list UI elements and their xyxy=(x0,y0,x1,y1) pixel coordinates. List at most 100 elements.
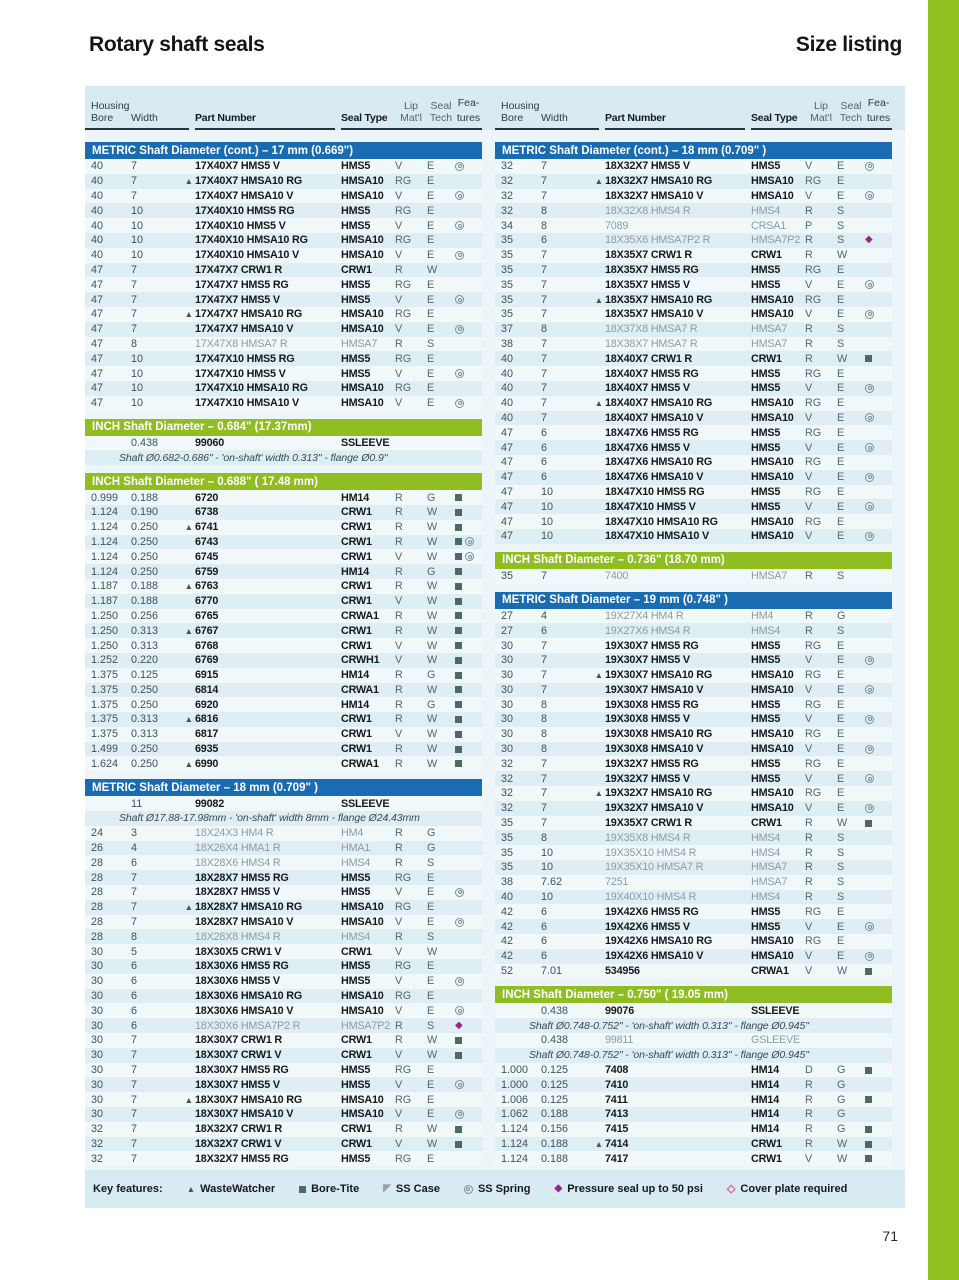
seal-type: HMS5 xyxy=(341,975,371,988)
seal-tech: W xyxy=(837,965,848,978)
marker-cell: ▲ xyxy=(179,901,195,913)
seal-tech: W xyxy=(427,580,438,593)
features-cell xyxy=(455,760,482,768)
ss-spring-icon xyxy=(455,250,464,260)
ss-spring-icon xyxy=(865,685,874,695)
ss-spring-icon xyxy=(465,552,474,562)
header-cell: Width xyxy=(541,86,589,130)
ss-spring-icon xyxy=(455,161,464,171)
part-number: 19X42X6 HMSA10 RG xyxy=(605,935,713,948)
wastewatcher-icon: ▲ xyxy=(184,522,193,533)
part-number: 19X27X4 HM4 R xyxy=(605,609,684,622)
seal-tech: E xyxy=(427,1108,435,1121)
width-cell: 6 xyxy=(131,990,138,1003)
header-label: Lip xyxy=(403,100,418,112)
seal-tech: S xyxy=(837,204,845,217)
features-cell xyxy=(455,250,482,260)
lip-material: R xyxy=(805,609,813,622)
seal-tech: W xyxy=(837,1152,848,1165)
bore-tite-icon xyxy=(455,538,462,546)
width-cell: 7 xyxy=(541,817,548,830)
lip-material: V xyxy=(395,189,403,202)
table-row: 28 7 18X28X7 HMSA10 V HMSA10 V E xyxy=(85,914,482,930)
bore-cell: 1.375 xyxy=(91,669,119,682)
seal-tech: E xyxy=(427,975,435,988)
lip-material: R xyxy=(395,535,403,548)
width-cell: 0.438 xyxy=(541,1004,569,1017)
seal-tech: W xyxy=(427,624,438,637)
lip-material: V xyxy=(395,219,403,232)
seal-tech: E xyxy=(837,950,845,963)
width-cell: 7 xyxy=(131,160,138,173)
features-cell xyxy=(455,917,482,927)
table-row: 30 8 19X30X8 HMS5 V HMS5 V E xyxy=(495,712,892,727)
header-rule xyxy=(85,128,482,130)
seal-tech: E xyxy=(837,160,845,173)
bore-cell: 30 xyxy=(91,1064,104,1077)
marker-cell: ▲ xyxy=(589,1138,605,1150)
seal-tech: S xyxy=(837,861,845,874)
part-number: 18X30X7 CRW1 V xyxy=(195,1049,282,1062)
lip-material: V xyxy=(805,308,813,321)
seal-type: HMSA10 xyxy=(341,1093,384,1106)
page-title: Rotary shaft seals xyxy=(89,33,265,56)
part-number: 18X30X6 HMSA7P2 R xyxy=(195,1019,301,1032)
seal-type: CRW1 xyxy=(751,1138,782,1150)
table-row: 47 7 17X47X7 CRW1 R CRW1 R W xyxy=(85,262,482,278)
sleeve-row: 0.438 99811 GSLEEVE xyxy=(495,1033,892,1048)
part-number: 19X42X6 HMS5 RG xyxy=(605,905,699,918)
lip-material: R xyxy=(395,842,403,855)
seal-type: HMS5 xyxy=(751,639,781,652)
part-number: 19X35X10 HMSA7 R xyxy=(605,861,704,874)
seal-type: HMSA10 xyxy=(751,669,794,682)
table-row: 30 8 19X30X8 HMSA10 V HMSA10 V E xyxy=(495,741,892,757)
bore-cell: 35 xyxy=(501,249,514,262)
seal-type: GSLEEVE xyxy=(751,1034,801,1047)
bore-cell: 1.375 xyxy=(91,728,119,741)
table-row: 35 7 18X35X7 HMS5 RG HMS5 RG E xyxy=(495,262,892,278)
width-cell: 0.125 xyxy=(541,1093,569,1106)
width-cell: 7 xyxy=(541,263,548,276)
part-number: 18X32X7 HMS5 RG xyxy=(195,1152,289,1165)
header-label xyxy=(179,112,193,124)
seal-type: HMSA10 xyxy=(341,916,384,929)
table-row: 1.375 0.250 6920 HM14 R G xyxy=(85,697,482,713)
seal-tech: W xyxy=(427,654,438,667)
features-cell xyxy=(455,627,482,635)
bore-cell: 42 xyxy=(501,935,514,948)
legend-item-ss-spring: SS Spring xyxy=(463,1183,531,1195)
marker-cell: ▲ xyxy=(179,1094,195,1106)
features-cell xyxy=(865,774,892,784)
sleeve-row: 0.438 99076 SSLEEVE xyxy=(495,1003,892,1019)
width-cell: 8 xyxy=(541,713,548,726)
seal-tech: W xyxy=(427,713,438,726)
ss-spring-icon xyxy=(865,502,874,512)
width-cell: 7 xyxy=(131,308,138,321)
part-number: 6745 xyxy=(195,550,219,563)
bore-cell: 30 xyxy=(501,743,514,756)
seal-type: HMSA7 xyxy=(341,337,378,350)
ss-spring-icon xyxy=(865,922,874,932)
bore-cell: 1.124 xyxy=(91,550,119,563)
bore-cell: 1.187 xyxy=(91,595,119,608)
lip-material: RG xyxy=(805,515,822,528)
width-cell: 10 xyxy=(131,397,144,410)
lip-material: R xyxy=(395,1034,403,1047)
part-number: 18X28X7 HMS5 V xyxy=(195,886,280,899)
features-cell xyxy=(865,413,892,423)
seal-tech: E xyxy=(837,772,845,785)
seal-type: HM14 xyxy=(751,1108,780,1121)
bore-tite-icon xyxy=(455,612,462,620)
lip-material: V xyxy=(805,683,813,696)
table-row: 47 10 17X47X10 HMS5 RG HMS5 RG E xyxy=(85,351,482,367)
bore-cell: 40 xyxy=(501,382,514,395)
table-row: 30 6 18X30X6 HMSA10 RG HMSA10 RG E xyxy=(85,988,482,1004)
bore-cell: 40 xyxy=(501,411,514,424)
table-row: 1.000 0.125 7408 HM14 D G xyxy=(495,1062,892,1078)
bore-cell: 47 xyxy=(91,352,104,365)
seal-type: CRW1 xyxy=(341,1034,372,1047)
part-number: 19X30X8 HMS5 RG xyxy=(605,698,699,711)
features-cell xyxy=(455,642,482,649)
part-number: 18X32X8 HMS4 R xyxy=(605,204,691,217)
width-cell: 7.62 xyxy=(541,876,563,889)
